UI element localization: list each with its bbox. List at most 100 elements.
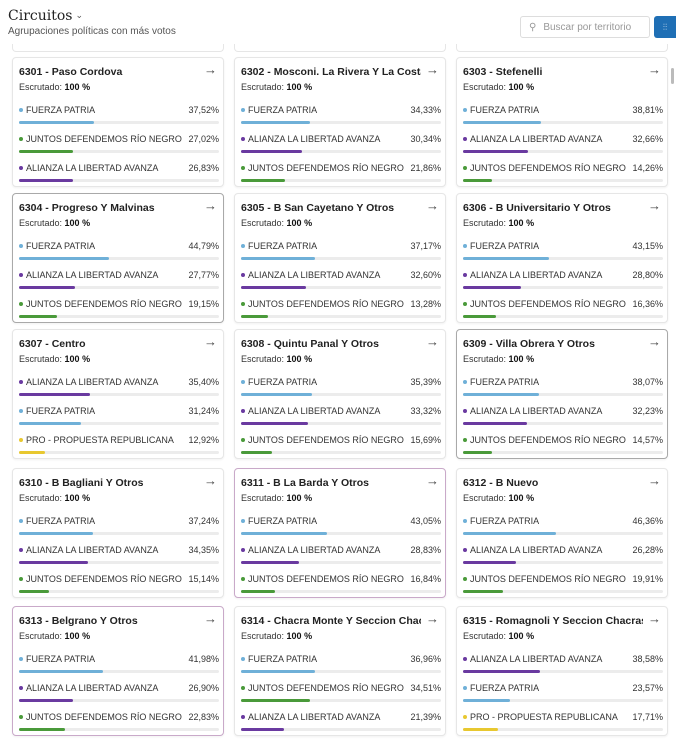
- progress-fill: [463, 699, 511, 702]
- scrutiny-value: 100 %: [286, 218, 313, 228]
- scrutiny-label: Escrutado:: [241, 82, 285, 92]
- circuit-card[interactable]: 6304 - Progreso Y Malvinas → Escrutado: …: [12, 193, 224, 323]
- party-label: FUERZA PATRIA: [19, 654, 95, 664]
- party-dot-icon: [241, 273, 245, 277]
- party-name: ALIANZA LA LIBERTAD AVANZA: [248, 270, 381, 280]
- progress-fill: [463, 121, 541, 124]
- party-percent: 26,90%: [188, 683, 219, 693]
- circuit-card[interactable]: 6315 - Romagnoli Y Seccion Chacras → Esc…: [456, 606, 668, 736]
- circuit-card[interactable]: 6313 - Belgrano Y Otros → Escrutado: 100…: [12, 606, 224, 736]
- circuit-name: 6312 - B Nuevo: [463, 477, 539, 489]
- party-name: FUERZA PATRIA: [248, 105, 318, 115]
- party-name: ALIANZA LA LIBERTAD AVANZA: [248, 712, 381, 722]
- circuit-card[interactable]: 6314 - Chacra Monte Y Seccion Chacras → …: [234, 606, 446, 736]
- progress-track: [241, 257, 441, 260]
- party-row: ALIANZA LA LIBERTAD AVANZA 34,35%: [19, 545, 219, 569]
- scrutiny-text: Escrutado: 100 %: [19, 82, 90, 92]
- search-placeholder: Buscar por territorio: [543, 21, 632, 33]
- arrow-right-icon[interactable]: →: [204, 611, 217, 626]
- party-label: JUNTOS DEFENDEMOS RÍO NEGRO: [463, 435, 626, 445]
- progress-fill: [241, 393, 312, 396]
- party-name: ALIANZA LA LIBERTAD AVANZA: [248, 134, 381, 144]
- party-row: FUERZA PATRIA 41,98%: [19, 654, 219, 678]
- arrow-right-icon[interactable]: →: [648, 62, 661, 77]
- circuit-card[interactable]: 6310 - B Bagliani Y Otros → Escrutado: 1…: [12, 468, 224, 598]
- progress-track: [19, 257, 219, 260]
- progress-fill: [241, 179, 285, 182]
- party-dot-icon: [463, 577, 467, 581]
- progress-fill: [19, 257, 109, 260]
- progress-track: [241, 699, 441, 702]
- party-label: FUERZA PATRIA: [241, 105, 317, 115]
- party-label: JUNTOS DEFENDEMOS RÍO NEGRO: [19, 299, 182, 309]
- search-input[interactable]: ⚲ Buscar por territorio: [520, 16, 650, 38]
- header: Circuitos ⌄ Agrupaciones políticas con má…: [0, 0, 676, 44]
- party-label: FUERZA PATRIA: [463, 241, 539, 251]
- party-percent: 35,39%: [410, 377, 441, 387]
- party-label: ALIANZA LA LIBERTAD AVANZA: [463, 654, 602, 664]
- arrow-right-icon[interactable]: →: [426, 473, 439, 488]
- circuit-name: 6305 - B San Cayetano Y Otros: [241, 202, 395, 214]
- scrutiny-value: 100 %: [286, 631, 313, 641]
- search-icon: ⚲: [529, 21, 537, 33]
- circuit-name: 6303 - Stefenelli: [463, 66, 543, 78]
- progress-track: [463, 179, 663, 182]
- party-row: FUERZA PATRIA 35,39%: [241, 377, 441, 401]
- party-label: ALIANZA LA LIBERTAD AVANZA: [463, 545, 602, 555]
- party-dot-icon: [19, 108, 23, 112]
- party-dot-icon: [241, 548, 245, 552]
- party-row: JUNTOS DEFENDEMOS RÍO NEGRO 14,57%: [463, 435, 663, 459]
- progress-track: [241, 315, 441, 318]
- arrow-right-icon[interactable]: →: [648, 334, 661, 349]
- filter-button[interactable]: ⫶⫶: [654, 16, 676, 38]
- progress-track: [241, 590, 441, 593]
- circuit-card[interactable]: 6306 - B Universitario Y Otros → Escruta…: [456, 193, 668, 323]
- party-percent: 34,51%: [410, 683, 441, 693]
- party-name: ALIANZA LA LIBERTAD AVANZA: [470, 654, 603, 664]
- party-label: JUNTOS DEFENDEMOS RÍO NEGRO: [241, 574, 404, 584]
- arrow-right-icon[interactable]: →: [426, 62, 439, 77]
- party-name: JUNTOS DEFENDEMOS RÍO NEGRO: [470, 574, 626, 584]
- circuit-card[interactable]: 6309 - Villa Obrera Y Otros → Escrutado:…: [456, 329, 668, 459]
- section-dropdown[interactable]: Circuitos ⌄: [8, 8, 83, 24]
- progress-fill: [241, 670, 315, 673]
- scrutiny-value: 100 %: [64, 218, 91, 228]
- party-dot-icon: [463, 519, 467, 523]
- arrow-right-icon[interactable]: →: [648, 611, 661, 626]
- arrow-right-icon[interactable]: →: [426, 334, 439, 349]
- progress-track: [463, 393, 663, 396]
- arrow-right-icon[interactable]: →: [204, 334, 217, 349]
- circuit-card[interactable]: 6302 - Mosconi. La Rivera Y La Costa → E…: [234, 57, 446, 187]
- party-dot-icon: [241, 577, 245, 581]
- scrutiny-text: Escrutado: 100 %: [463, 493, 534, 503]
- party-row: ALIANZA LA LIBERTAD AVANZA 38,58%: [463, 654, 663, 678]
- arrow-right-icon[interactable]: →: [426, 198, 439, 213]
- circuit-card[interactable]: 6305 - B San Cayetano Y Otros → Escrutad…: [234, 193, 446, 323]
- circuit-card[interactable]: 6311 - B La Barda Y Otros → Escrutado: 1…: [234, 468, 446, 598]
- circuit-card[interactable]: 6301 - Paso Cordova → Escrutado: 100 % F…: [12, 57, 224, 187]
- arrow-right-icon[interactable]: →: [648, 473, 661, 488]
- arrow-right-icon[interactable]: →: [204, 473, 217, 488]
- arrow-right-icon[interactable]: →: [204, 198, 217, 213]
- circuit-card[interactable]: 6308 - Quintu Panal Y Otros → Escrutado:…: [234, 329, 446, 459]
- party-percent: 27,02%: [188, 134, 219, 144]
- party-name: JUNTOS DEFENDEMOS RÍO NEGRO: [26, 574, 182, 584]
- party-name: JUNTOS DEFENDEMOS RÍO NEGRO: [470, 435, 626, 445]
- progress-fill: [463, 179, 492, 182]
- party-label: ALIANZA LA LIBERTAD AVANZA: [241, 134, 380, 144]
- arrow-right-icon[interactable]: →: [648, 198, 661, 213]
- party-percent: 15,14%: [188, 574, 219, 584]
- scrutiny-label: Escrutado:: [463, 82, 507, 92]
- arrow-right-icon[interactable]: →: [204, 62, 217, 77]
- progress-track: [19, 451, 219, 454]
- scrollbar[interactable]: [671, 68, 674, 84]
- party-dot-icon: [463, 657, 467, 661]
- party-dot-icon: [463, 166, 467, 170]
- circuit-card[interactable]: 6307 - Centro → Escrutado: 100 % ALIANZA…: [12, 329, 224, 459]
- party-percent: 28,80%: [632, 270, 663, 280]
- arrow-right-icon[interactable]: →: [426, 611, 439, 626]
- circuit-card[interactable]: 6312 - B Nuevo → Escrutado: 100 % FUERZA…: [456, 468, 668, 598]
- progress-track: [19, 590, 219, 593]
- scrutiny-text: Escrutado: 100 %: [463, 82, 534, 92]
- circuit-card[interactable]: 6303 - Stefenelli → Escrutado: 100 % FUE…: [456, 57, 668, 187]
